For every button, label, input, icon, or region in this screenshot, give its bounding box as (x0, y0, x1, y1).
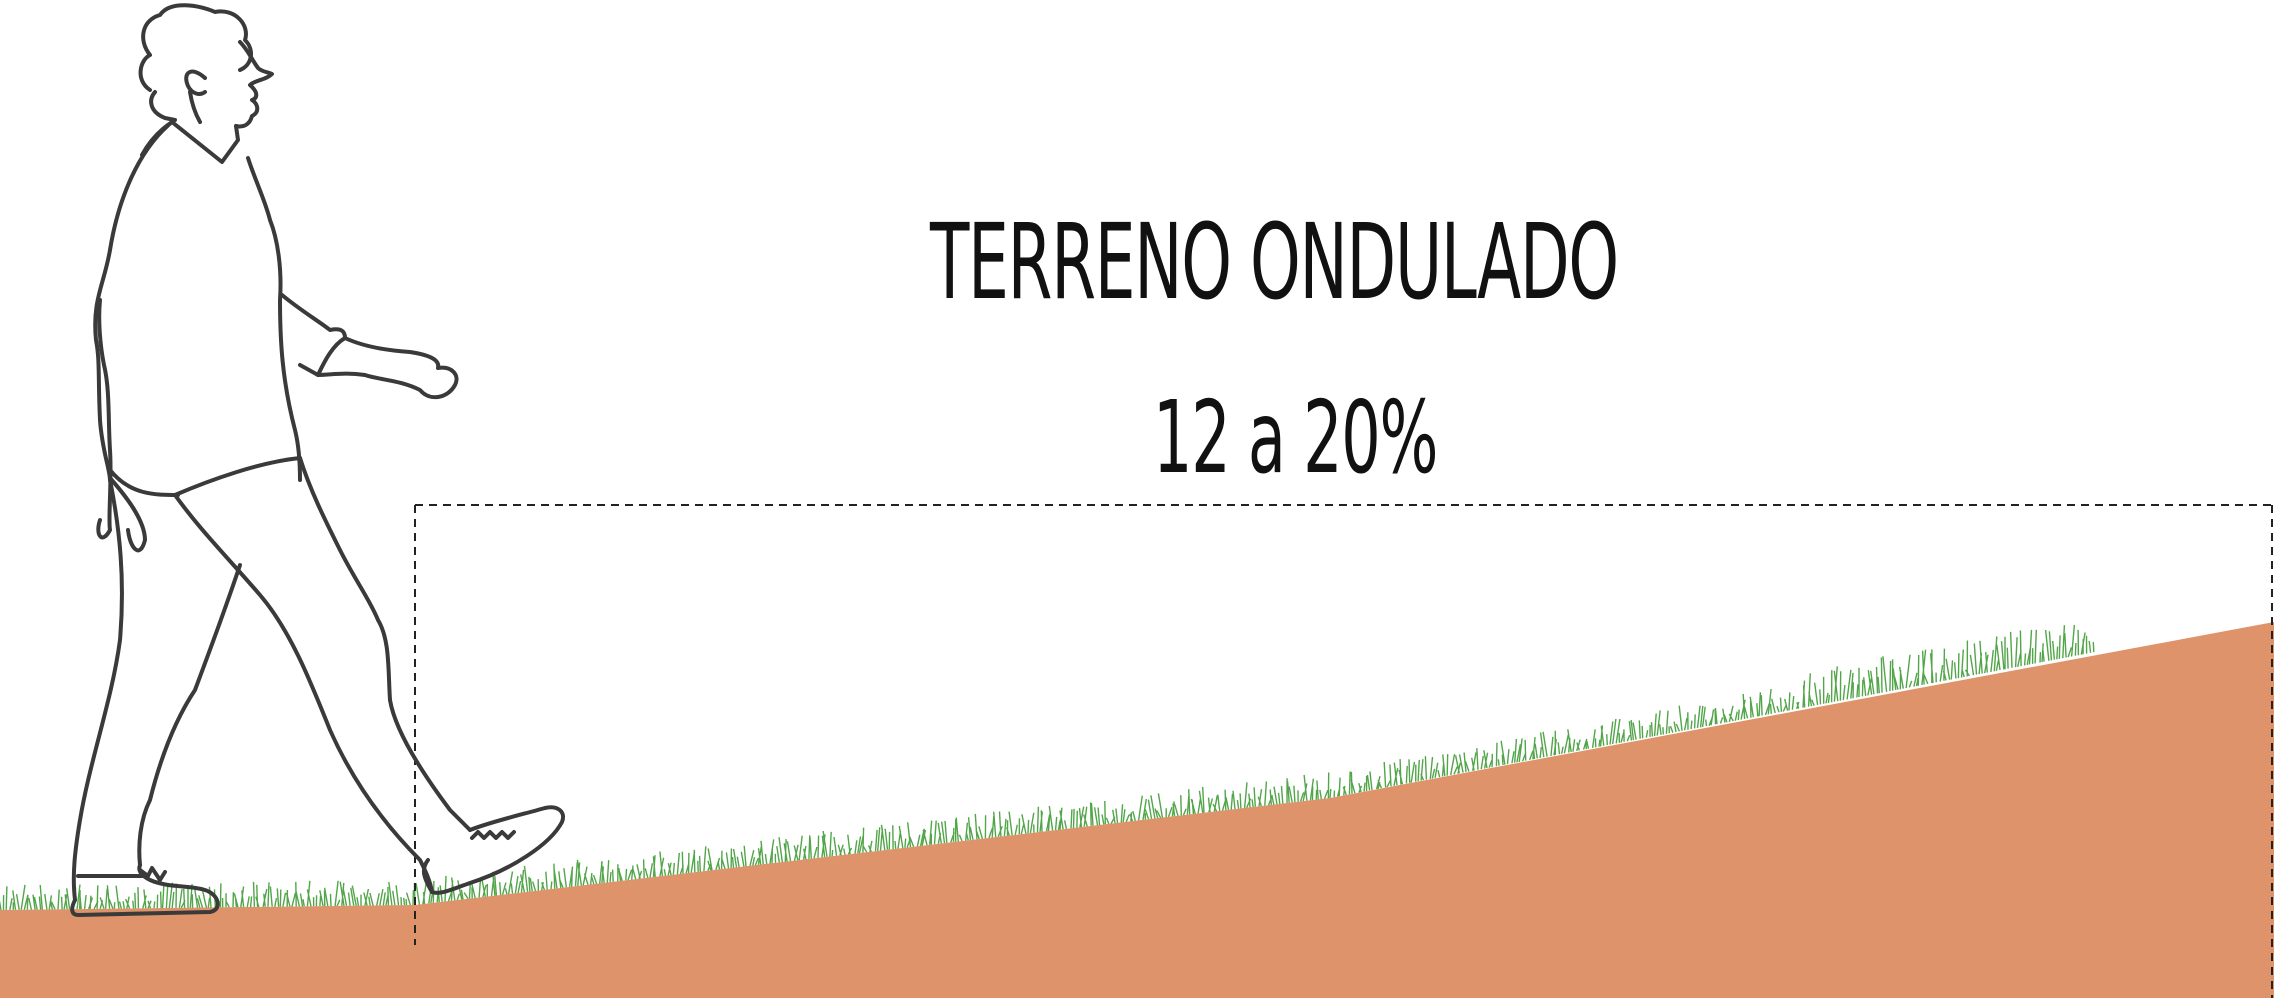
person-ear (184, 69, 207, 96)
person-back-shoe-laces (138, 866, 167, 882)
walking-person-illustration-icon (70, 3, 565, 917)
slope-label: 12 a 20% (1153, 379, 1438, 496)
person-front-shoe (421, 805, 565, 895)
person-nape (188, 90, 202, 124)
person-neck-back (149, 90, 177, 122)
grass-texture-icon (0, 624, 2095, 911)
person-back-leg-inner (137, 563, 242, 867)
person-arm-upper (280, 293, 347, 340)
person-front-shoe-laces (470, 830, 516, 840)
diagram-title: TERRENO ONDULADO (930, 201, 1619, 323)
person-collar (170, 120, 240, 164)
person-hair (138, 3, 253, 92)
person-shirt-front (108, 468, 180, 497)
person-forearm (316, 336, 459, 400)
person-front-leg-inner (173, 493, 434, 894)
person-shirt-hem (173, 456, 302, 497)
person-back (93, 120, 174, 482)
person-chest (246, 156, 302, 482)
person-back-hand (108, 476, 147, 553)
person-face (234, 40, 274, 129)
soil-ground (0, 622, 2274, 998)
person-back-arm (96, 298, 113, 540)
slope-guide-box-icon (414, 504, 2273, 998)
person-back-leg (71, 478, 124, 902)
grass-blades (0, 624, 2095, 911)
person-front-leg (298, 456, 472, 832)
person-cuff (298, 336, 347, 377)
